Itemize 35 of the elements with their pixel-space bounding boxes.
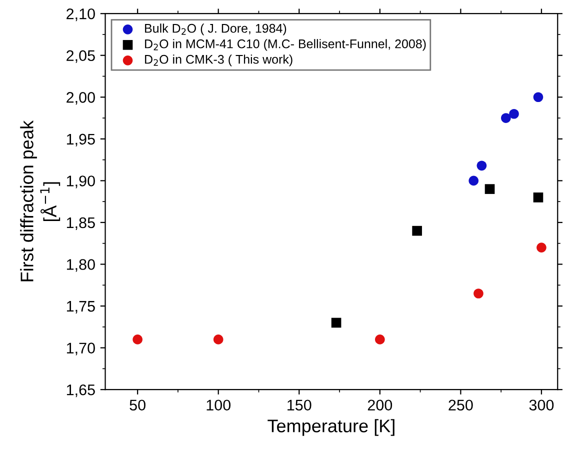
point (213, 334, 224, 344)
y-tick-label: 2,05 (66, 50, 95, 63)
x-tick-label: 250 (448, 400, 473, 411)
x-tick-label: 200 (368, 400, 392, 411)
y-tick-label: 1,70 (66, 342, 95, 356)
y-tick-label: 1,80 (66, 259, 95, 272)
x-axis-title: Temperature [K] (268, 419, 394, 436)
point (501, 113, 511, 123)
legend-label: D$_{2}$O in MCM-41 C10 (M.C- Bellisent-Funnel, 2008) (145, 39, 426, 51)
point (476, 160, 487, 171)
x-tick-label: 50 (130, 400, 146, 411)
y-tick-label: 1,85 (66, 217, 95, 230)
point (132, 334, 142, 344)
y-tick-label: 2,00 (66, 92, 95, 105)
point (331, 318, 342, 328)
point (533, 192, 544, 202)
point (509, 108, 519, 119)
x-tick-label: 100 (206, 400, 231, 411)
y-tick-label: 1,65 (66, 384, 95, 398)
y-tick-label: 2,10 (66, 8, 95, 22)
point (484, 184, 495, 194)
x-tick-label: 300 (529, 400, 554, 411)
legend-label: D$_{2}$O in CMK-3 ( This work) (145, 54, 292, 66)
point (536, 242, 546, 252)
point (468, 176, 479, 186)
x-tick-label: 150 (288, 400, 312, 411)
legend-label: Bulk D$_{2}$O ( J. Dore, 1984) (145, 24, 286, 36)
y-axis-title: First diffraction peak [Å$^{−1}$] (20, 120, 60, 282)
point (412, 226, 422, 236)
point (474, 288, 484, 298)
y-tick-label: 1,95 (66, 134, 95, 146)
y-tick-label: 1,90 (66, 176, 95, 188)
point (375, 334, 385, 344)
y-tick-label: 1,75 (66, 301, 95, 314)
point (533, 92, 544, 102)
